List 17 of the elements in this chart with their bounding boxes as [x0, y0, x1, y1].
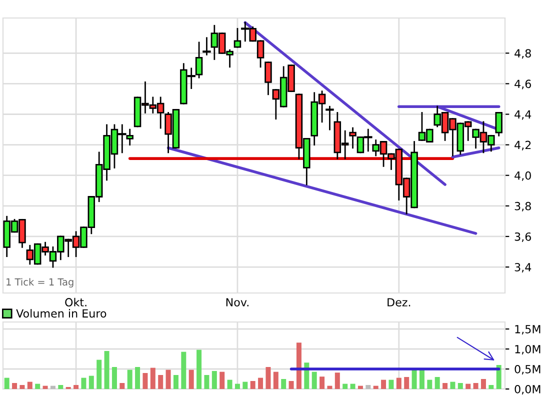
- legend-label: Volumen in Euro: [16, 309, 106, 318]
- x-tick-label: Okt.: [65, 298, 86, 306]
- y-tick-label: 3,4: [514, 263, 532, 273]
- y-tick-label: 0,0M: [514, 384, 540, 395]
- x-tick-label: Nov.: [226, 298, 248, 306]
- y-tick-label: 4,6: [514, 80, 531, 90]
- y-tick-label: 4,2: [514, 140, 531, 150]
- y-tick-label: 4,0: [514, 171, 531, 181]
- x-tick-label: Dez.: [388, 298, 410, 306]
- y-tick-label: 4,8: [514, 49, 531, 59]
- y-tick-label: 4,4: [514, 110, 532, 120]
- y-tick-label: 1,5M: [515, 325, 540, 335]
- y-tick-label: 1,0M: [515, 344, 540, 355]
- y-tick-label: 0,5M: [514, 364, 540, 375]
- annotation: 1 Tick = 1 Tag: [6, 278, 74, 288]
- y-tick-label: 3,6: [514, 232, 531, 242]
- y-tick-label: 3,8: [514, 202, 531, 212]
